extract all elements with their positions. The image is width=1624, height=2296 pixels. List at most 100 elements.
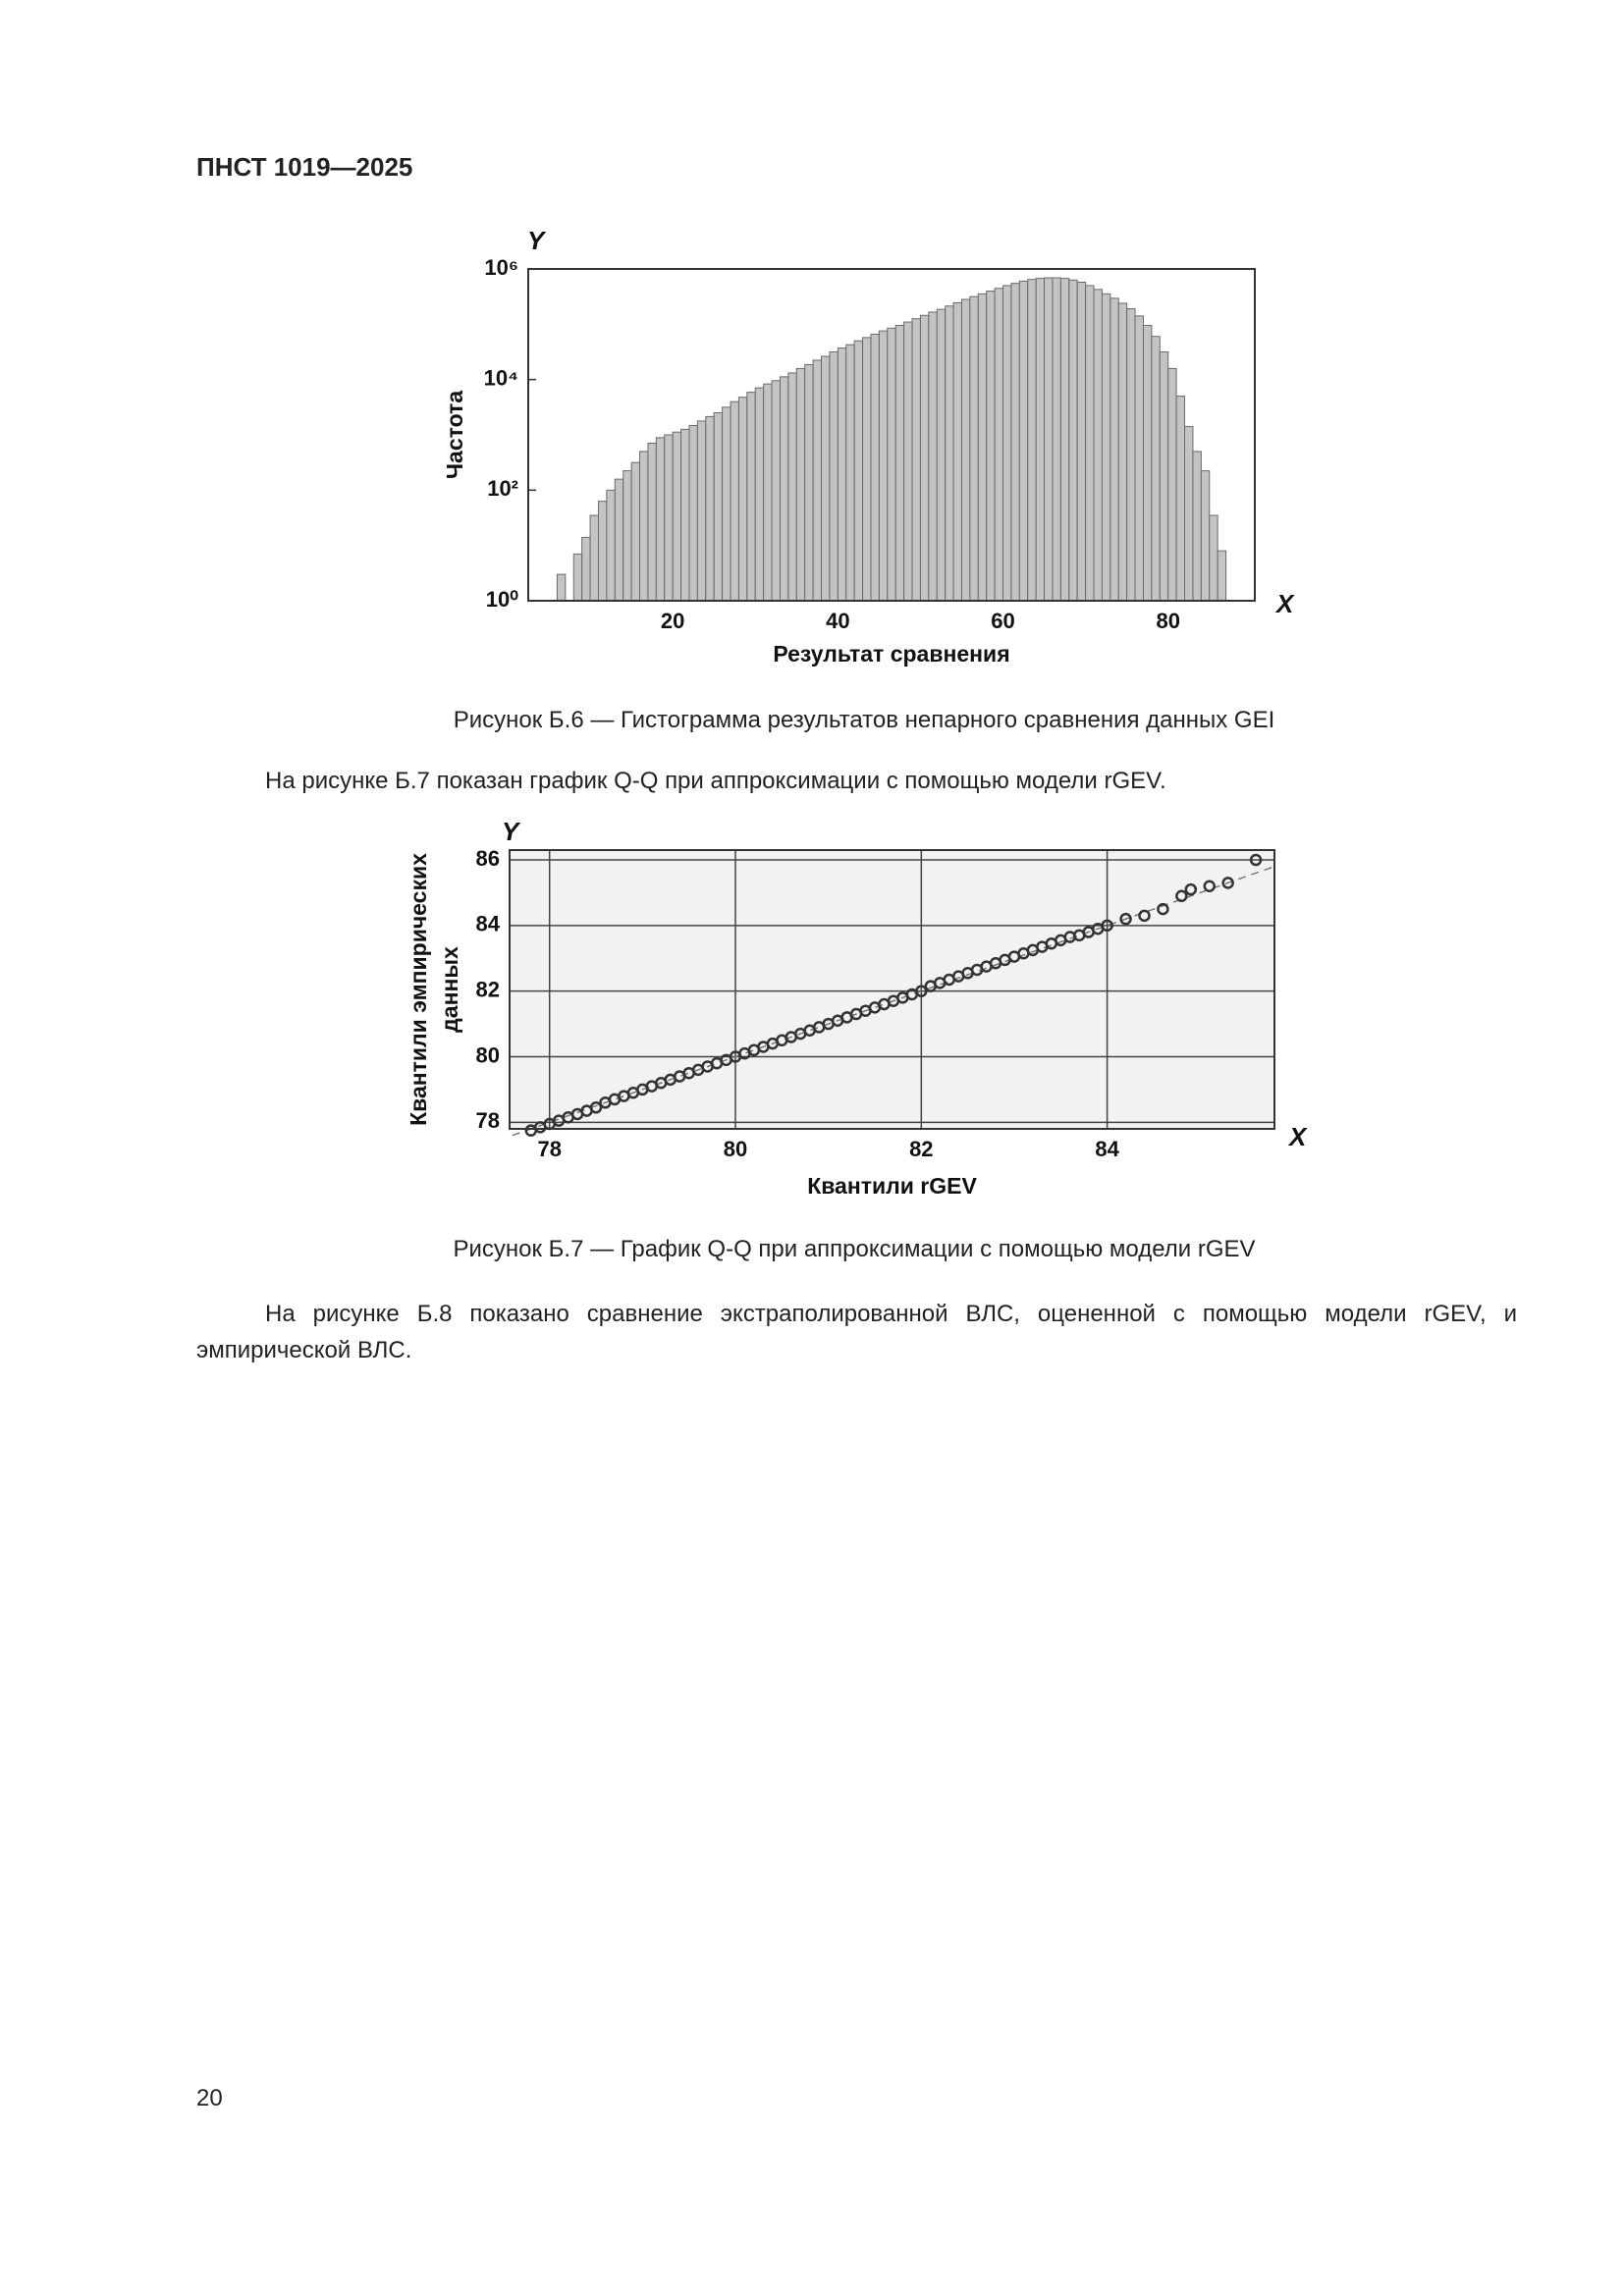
bar: [556, 573, 567, 602]
bar: [737, 397, 748, 602]
point: [1175, 889, 1188, 903]
bar: [862, 337, 872, 602]
bar: [812, 359, 823, 602]
axis-letter: Y: [527, 226, 547, 255]
x-tick-label: 84: [1095, 1137, 1119, 1161]
bar: [680, 428, 690, 602]
chart: 78 80 82 84 86 78 80 82 84 Y X Квантили rGEV Квантил…: [406, 817, 1308, 1199]
bar: [1052, 277, 1061, 602]
x-tick-label: 40: [826, 609, 849, 633]
bar: [581, 536, 591, 602]
bar: [1059, 278, 1070, 602]
point: [1249, 853, 1263, 867]
bar: [746, 392, 756, 602]
y-tick-label: 80: [476, 1042, 500, 1067]
bar: [853, 340, 864, 602]
bar: [795, 367, 806, 602]
bar: [572, 553, 583, 602]
bar: [655, 437, 666, 602]
bar: [1209, 514, 1218, 602]
bar: [589, 514, 599, 602]
bar: [878, 330, 889, 602]
y-axis-label: Квантили эмпирических: [406, 853, 431, 1126]
bar: [1159, 350, 1169, 602]
y-tick-label: 86: [476, 846, 500, 871]
y-tick-label: 84: [476, 912, 501, 936]
bar: [606, 489, 616, 602]
point: [589, 1101, 603, 1114]
axes-frame: [527, 268, 1256, 602]
point: [1221, 877, 1234, 889]
bar: [945, 305, 954, 602]
bar: [969, 295, 979, 602]
bar: [986, 291, 996, 602]
x-tick-label: 82: [909, 1137, 933, 1161]
point: [1119, 912, 1132, 926]
point: [1138, 909, 1151, 923]
bar: [1093, 289, 1103, 602]
bar: [1027, 279, 1037, 602]
bar: [1184, 426, 1194, 602]
bar: [688, 424, 698, 602]
y-axis-label: данных: [437, 946, 462, 1033]
plot-area: [510, 850, 1274, 1129]
bar: [1200, 470, 1211, 602]
page-number: 20: [196, 2085, 223, 2111]
bar: [804, 363, 814, 602]
x-tick-label: 20: [661, 609, 684, 633]
x-tick-label: 78: [537, 1137, 561, 1161]
bar: [928, 311, 938, 602]
bar: [994, 288, 1004, 602]
bar: [919, 314, 930, 602]
bar: [672, 431, 682, 602]
y-tick-label: 10⁰: [486, 587, 518, 612]
y-tick-label: 10⁴: [484, 365, 518, 390]
bar: [696, 420, 707, 602]
point: [1157, 902, 1169, 916]
chart: 10⁰ 10² 10⁴ 10⁶ 20 40 60 80 Y X Результат сравнени…: [442, 226, 1295, 667]
paragraph: На рисунке Б.8 показано сравнение экстра…: [196, 1301, 1517, 1363]
bar: [1142, 324, 1153, 602]
point: [915, 985, 928, 997]
bar: [1167, 367, 1177, 602]
bar: [952, 301, 962, 602]
bar: [1134, 315, 1144, 602]
bar: [1035, 278, 1046, 602]
axis-letter: Y: [502, 817, 521, 846]
bar: [829, 350, 839, 602]
bar: [722, 406, 731, 602]
bar: [977, 293, 988, 602]
x-tick-label: 80: [724, 1137, 747, 1161]
bar: [936, 308, 947, 602]
point: [1101, 919, 1113, 933]
bar: [1192, 451, 1202, 602]
bar: [894, 324, 905, 602]
bar: [730, 400, 739, 602]
x-tick-label: 60: [991, 609, 1014, 633]
bar: [623, 470, 632, 602]
bar: [705, 415, 715, 602]
bar: [1044, 277, 1054, 602]
bar: [614, 478, 624, 602]
bar: [870, 333, 880, 602]
bar: [1010, 283, 1020, 602]
bar: [779, 376, 789, 602]
caption: Рисунок Б.6 — Гистограмма результатов не…: [453, 707, 1275, 733]
bar: [713, 411, 724, 602]
y-tick-label: 10⁶: [484, 255, 518, 280]
header-title: ПНСТ 1019—2025: [196, 152, 413, 182]
y-tick-label: 82: [476, 977, 500, 1001]
bar: [837, 347, 847, 602]
bar: [1002, 285, 1012, 602]
x-axis-label: Результат сравнения: [773, 641, 1009, 667]
bar: [911, 318, 921, 602]
bar: [1101, 293, 1111, 602]
paragraph: На рисунке Б.7 показан график Q-Q при ап…: [265, 768, 1166, 794]
bar: [960, 298, 971, 602]
bar: [630, 461, 641, 602]
bar: [1217, 550, 1227, 602]
bar: [821, 355, 831, 602]
bar: [754, 387, 765, 602]
bar: [1151, 336, 1161, 602]
